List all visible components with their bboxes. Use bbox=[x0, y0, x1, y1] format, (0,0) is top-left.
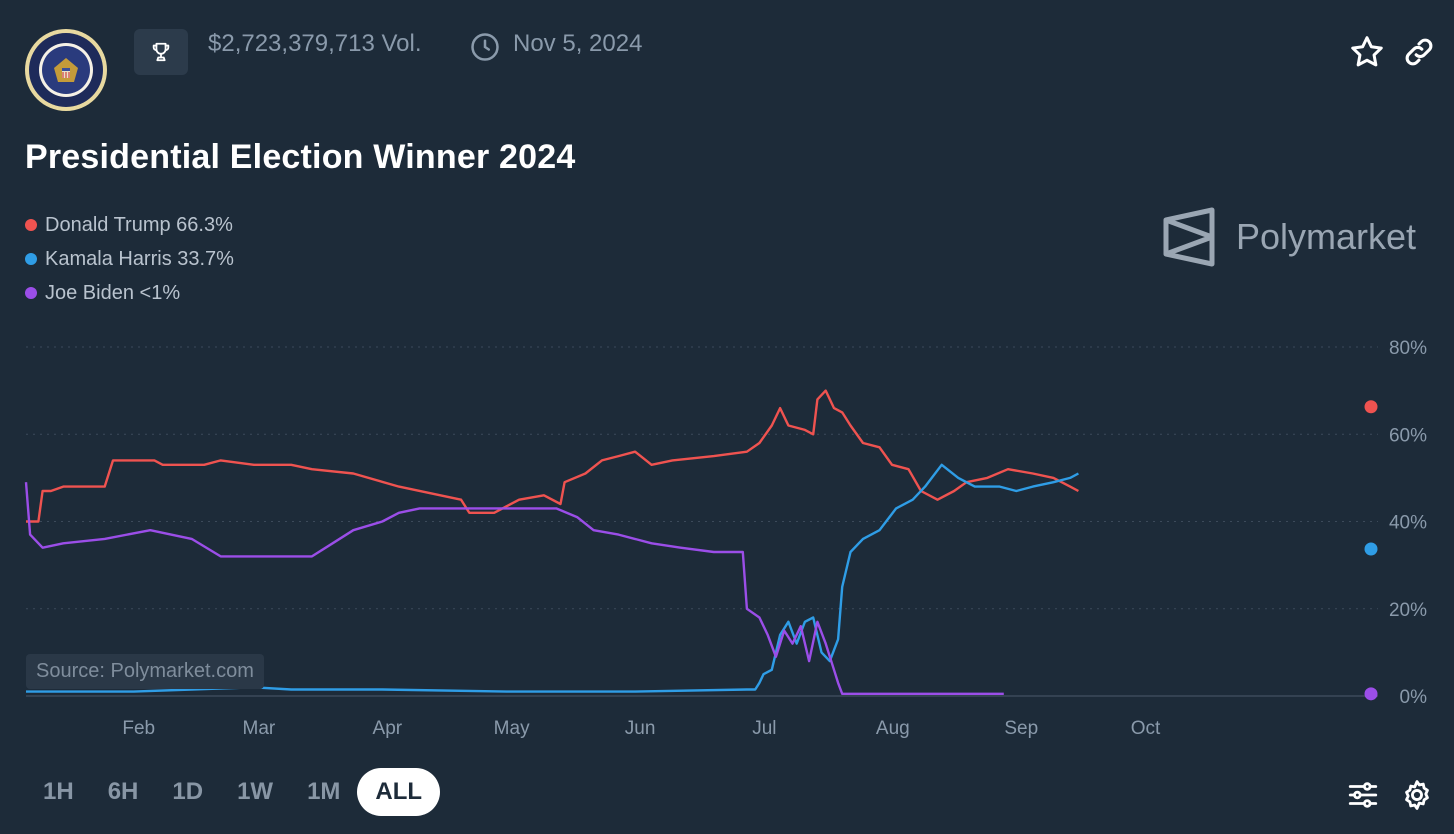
current-value-marker bbox=[1364, 687, 1378, 701]
tab-1m[interactable]: 1M bbox=[307, 778, 341, 805]
grid-layer bbox=[26, 346, 1378, 697]
polymarket-brand: Polymarket bbox=[1162, 206, 1416, 268]
x-tick-label: Oct bbox=[1131, 718, 1161, 739]
tab-1d[interactable]: 1D bbox=[172, 778, 204, 805]
trophy-icon bbox=[152, 42, 170, 62]
link-icon bbox=[1405, 38, 1433, 66]
end-date-text: Nov 5, 2024 bbox=[513, 30, 643, 57]
current-value-marker bbox=[1364, 542, 1378, 556]
market-title: Presidential Election Winner 2024 bbox=[25, 138, 576, 176]
y-tick-label: 40% bbox=[1389, 513, 1427, 534]
volume-text: $2,723,379,713 Vol. bbox=[208, 30, 422, 57]
chart-settings-button[interactable] bbox=[1400, 778, 1434, 812]
legend-label: Joe Biden <1% bbox=[45, 281, 181, 304]
x-tick-label: Sep bbox=[1004, 718, 1038, 739]
x-tick-label: Jun bbox=[625, 718, 656, 739]
trophy-button[interactable] bbox=[134, 29, 188, 75]
presidential-seal-icon bbox=[24, 28, 108, 112]
legend-label: Kamala Harris 33.7% bbox=[45, 247, 234, 270]
y-tick-label: 60% bbox=[1389, 425, 1427, 446]
current-value-marker bbox=[1364, 400, 1378, 414]
x-tick-label: Jul bbox=[752, 718, 776, 739]
legend-label: Donald Trump 66.3% bbox=[45, 213, 233, 236]
source-label: Source: Polymarket.com bbox=[26, 654, 264, 689]
brand-name: Polymarket bbox=[1236, 216, 1417, 257]
tab-6h[interactable]: 6H bbox=[107, 778, 139, 805]
chart-legend: Donald Trump 66.3% Kamala Harris 33.7% J… bbox=[25, 208, 234, 310]
time-range-tabs: 1H 6H 1D 1W 1M ALL bbox=[26, 768, 441, 816]
polymarket-logo-icon bbox=[1163, 207, 1215, 267]
x-axis: Feb Mar Apr May Jun Jul Aug Sep Oct bbox=[122, 718, 1161, 739]
chart-filter-button[interactable] bbox=[1346, 778, 1380, 812]
sliders-icon bbox=[1348, 782, 1378, 808]
legend-item-trump: Donald Trump 66.3% bbox=[25, 208, 234, 242]
series-layer bbox=[24, 389, 1079, 695]
series-line-joe-biden bbox=[24, 482, 1004, 695]
x-tick-label: Aug bbox=[876, 718, 910, 739]
legend-item-harris: Kamala Harris 33.7% bbox=[25, 242, 234, 276]
legend-item-biden: Joe Biden <1% bbox=[25, 276, 234, 310]
x-tick-label: Mar bbox=[243, 718, 276, 739]
x-tick-label: Apr bbox=[373, 718, 403, 739]
gear-icon bbox=[1405, 780, 1429, 810]
price-history-chart: Feb Mar Apr May Jun Jul Aug Sep Oct 80% 60% 40% 20%… bbox=[24, 338, 1428, 739]
y-axis: 80% 60% 40% 20% 0% bbox=[1364, 338, 1428, 708]
series-line-kamala-harris bbox=[26, 463, 1079, 693]
y-tick-label: 80% bbox=[1389, 338, 1427, 359]
y-tick-label: 20% bbox=[1389, 600, 1427, 621]
star-icon bbox=[1351, 36, 1383, 67]
x-tick-label: Feb bbox=[122, 718, 155, 739]
legend-dot bbox=[25, 219, 37, 231]
copy-link-button[interactable] bbox=[1402, 35, 1436, 69]
favorite-button[interactable] bbox=[1349, 34, 1385, 70]
x-tick-label: May bbox=[494, 718, 530, 739]
legend-dot bbox=[25, 287, 37, 299]
tab-1w[interactable]: 1W bbox=[237, 778, 274, 805]
tab-1h[interactable]: 1H bbox=[43, 778, 74, 805]
legend-dot bbox=[25, 253, 37, 265]
clock-icon bbox=[470, 32, 500, 62]
series-line-donald-trump bbox=[26, 389, 1079, 523]
y-tick-label: 0% bbox=[1400, 687, 1428, 708]
tab-all[interactable]: ALL bbox=[357, 768, 441, 816]
